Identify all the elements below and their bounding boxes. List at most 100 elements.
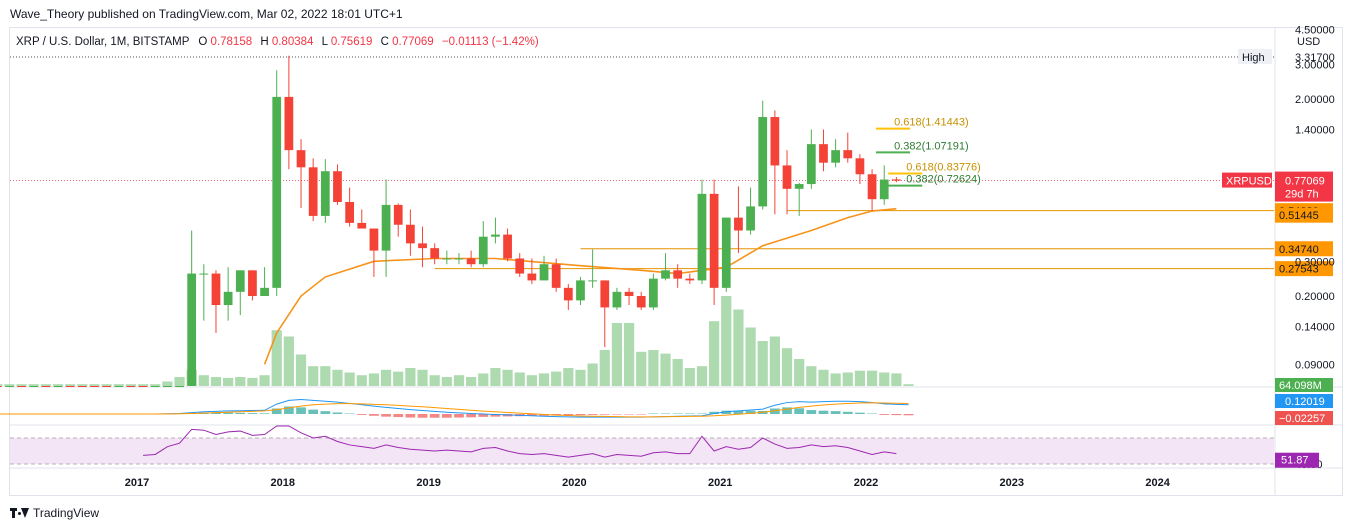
candle: [661, 253, 670, 281]
legend-o-value: 0.78158: [211, 36, 253, 48]
volume-label-text: 64.098M: [1279, 380, 1322, 392]
candle: [126, 386, 136, 387]
candle: [721, 217, 731, 292]
candle: [187, 230, 197, 386]
legend-h-label: H: [260, 36, 268, 48]
macd-value-label: 0.12019: [1275, 394, 1333, 408]
macd-hist-bar: [369, 414, 379, 416]
candle: [843, 132, 853, 163]
tradingview-brand[interactable]: TradingView: [10, 506, 99, 520]
candle: [588, 249, 597, 288]
volume-bar: [150, 384, 161, 386]
y-unit-label: USD: [1297, 36, 1320, 48]
candle-body: [333, 171, 342, 203]
publisher-line: Wave_Theory published on TradingView.com…: [10, 7, 403, 21]
fib-label: 0.618(0.83776): [906, 161, 981, 173]
level-label-text: 0.27543: [1279, 264, 1319, 276]
volume-bar: [89, 384, 100, 386]
rsi-line: [143, 425, 897, 458]
candle-body: [892, 179, 901, 181]
candle: [600, 280, 610, 348]
volume-bar: [733, 309, 744, 386]
x-tick-label: 2019: [416, 477, 440, 489]
level-label-text: 0.34740: [1279, 244, 1319, 256]
volume-bar: [210, 377, 222, 386]
candle-body: [478, 236, 488, 265]
macd-hist-bar: [223, 412, 233, 414]
volume-bar: [806, 366, 817, 386]
volume-bar: [295, 354, 307, 386]
macd-hist-bar: [441, 414, 452, 418]
candle-body: [576, 280, 585, 301]
candle: [515, 253, 525, 277]
fib-label: 0.382(0.72624): [906, 174, 981, 186]
candle: [879, 165, 889, 205]
x-tick-label: 2023: [1000, 477, 1024, 489]
macd-hist-bar: [466, 414, 476, 418]
level-label-text: 0.51445: [1279, 210, 1319, 222]
volume-bar: [866, 370, 878, 386]
candle: [90, 386, 99, 387]
fib-annotation-0: 0.618(1.41443): [876, 117, 969, 130]
candle-body: [734, 217, 743, 231]
macd-hist-bar: [733, 410, 744, 414]
candle-body: [685, 278, 695, 281]
volume-bar: [40, 384, 51, 386]
volume-bar: [380, 369, 392, 386]
candle: [65, 386, 75, 387]
candle: [563, 284, 573, 310]
candle-body: [539, 264, 549, 281]
candle-body: [199, 273, 209, 275]
fib-annotation-2: 0.618(0.83776): [888, 161, 981, 175]
macd-hist-bar: [612, 414, 622, 415]
volume-bar: [259, 375, 270, 386]
candle-body: [65, 386, 75, 387]
fib-annotation-3: 0.382(0.72624): [888, 174, 981, 187]
rsi-pane: [10, 425, 1274, 465]
candle-body: [442, 258, 452, 260]
candle: [782, 150, 792, 215]
candle: [53, 386, 63, 387]
brand-label: TradingView: [33, 506, 100, 520]
volume-bar: [466, 377, 477, 386]
macd-hist-bar: [867, 413, 877, 414]
candle-body: [600, 280, 610, 308]
volume-bar: [368, 373, 380, 386]
candle: [527, 258, 537, 285]
macd-hist-bar: [709, 411, 719, 414]
macd-hist-bar: [211, 412, 221, 414]
candle-body: [588, 280, 597, 282]
candle-body: [649, 278, 658, 308]
candle-body: [746, 206, 755, 231]
x-tick-label: 2024: [1145, 477, 1170, 489]
legend-l-label: L: [322, 36, 329, 48]
candle-body: [831, 150, 840, 163]
volume-bar: [502, 369, 513, 386]
candle-body: [5, 386, 14, 387]
candle-body: [697, 193, 707, 281]
candle: [393, 203, 403, 237]
candle-body: [272, 96, 282, 288]
volume-bar: [356, 375, 367, 386]
candle-body: [150, 386, 160, 387]
candle: [260, 267, 269, 296]
volume-bar: [769, 336, 780, 386]
last-price-bg: [1275, 171, 1333, 202]
candle: [503, 228, 512, 262]
macd-hist-bar: [745, 410, 756, 414]
macd-hist-bar: [308, 409, 319, 414]
candle: [624, 287, 634, 306]
volume-bar: [125, 384, 137, 386]
candle: [819, 129, 828, 172]
volume-bar: [891, 373, 902, 386]
volume-bar: [636, 351, 647, 386]
candle: [5, 386, 14, 387]
macd-hist-bar: [587, 414, 598, 415]
macd-hist-bar: [660, 413, 671, 414]
macd-hist-bar: [818, 410, 829, 414]
moving-average: [263, 207, 897, 365]
rsi-value-bg: [1275, 452, 1319, 468]
volume-bar: [113, 384, 124, 386]
candle-body: [163, 386, 172, 387]
